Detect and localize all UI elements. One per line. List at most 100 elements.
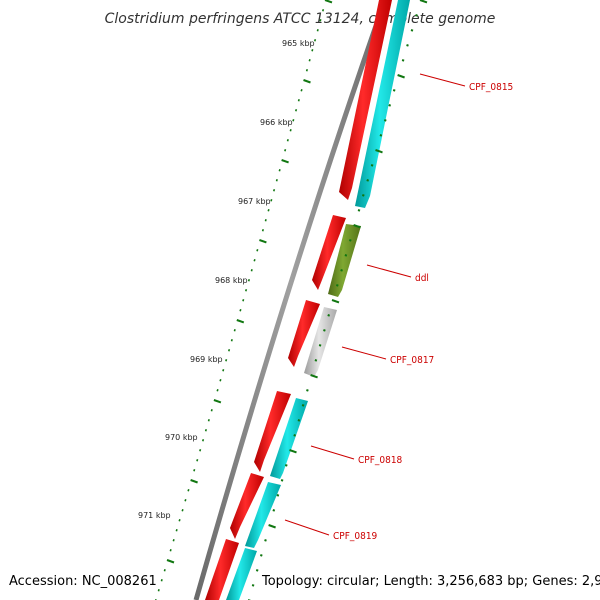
major-tick [190,479,198,484]
major-tick [281,159,289,164]
gene-label-cpf-0817: CPF_0817 [390,355,434,366]
kbp-label: 967 kbp [238,197,271,206]
minor-tick [344,254,348,257]
minor-tick [415,14,418,17]
minor-tick [250,269,253,272]
major-tick [303,79,311,84]
minor-tick [297,419,301,422]
major-tick [289,449,297,454]
minor-tick [244,289,248,292]
minor-tick [392,89,396,92]
kbp-label: 968 kbp [215,276,248,285]
minor-tick [293,434,297,437]
minor-tick [314,359,318,362]
major-tick [259,239,267,244]
minor-tick [239,309,242,312]
kbp-label: 970 kbp [165,433,198,442]
forward-cds-arrow [254,391,291,472]
minor-tick [255,569,259,572]
reverse-cds-arrow [226,548,257,600]
minor-tick [222,369,225,372]
minor-tick [175,529,178,532]
minor-tick [270,199,273,202]
minor-tick [305,69,309,72]
minor-tick [251,584,255,587]
minor-tick [230,339,233,342]
minor-tick [327,314,331,317]
minor-tick [366,179,370,182]
minor-tick [199,449,202,452]
minor-tick [301,404,305,407]
minor-tick [297,99,300,102]
minor-tick [292,119,295,122]
minor-tick [256,249,259,252]
major-tick [353,224,361,229]
accession-text: Accession: NC_008261 [9,574,157,589]
minor-tick [201,439,205,442]
minor-tick [278,169,281,172]
minor-tick [157,589,160,592]
forward-cds-arrow [288,300,320,367]
kbp-label: 971 kbp [138,511,171,520]
minor-tick [340,269,343,272]
minor-tick [275,179,278,182]
minor-tick [318,344,322,347]
minor-tick [227,349,231,352]
major-tick [166,559,175,564]
minor-tick [300,89,303,92]
kbp-label: 966 kbp [260,118,293,127]
minor-tick [247,279,251,282]
minor-tick [335,284,339,287]
major-tick [236,319,245,324]
minor-tick [401,59,405,62]
ddl-cds-arrow [328,224,361,297]
minor-tick [361,194,365,197]
minor-tick [370,164,374,167]
minor-tick [348,239,352,242]
leader-line [310,445,355,460]
minor-tick [388,104,392,107]
major-tick [324,0,333,4]
major-tick [419,0,428,4]
minor-tick [410,29,414,32]
minor-tick [169,549,172,552]
minor-tick [253,259,256,262]
minor-tick [216,389,219,392]
minor-tick [267,209,270,212]
minor-tick [289,129,292,132]
gene-label-cpf-0815: CPF_0815 [469,82,513,93]
minor-tick [184,499,187,502]
major-tick [375,149,383,154]
outer-scale-ticks [248,0,428,600]
gene-labels: CPF_0815 ddl CPF_0817 CPF_0818 CPF_0819 [284,73,513,542]
minor-tick [196,459,199,462]
minor-tick [160,579,163,582]
minor-tick [233,329,236,332]
minor-tick [272,509,276,512]
minor-tick [210,409,213,412]
minor-tick [308,59,311,62]
forward-cds-arrow [339,0,392,200]
kbp-label: 969 kbp [190,355,223,364]
cpf-0817-cds-arrow [304,307,337,377]
minor-tick [383,119,387,122]
minor-tick [261,229,265,232]
minor-tick [294,109,298,112]
topology-text: Topology: circular; Length: 3,256,683 bp… [262,574,600,589]
major-tick [268,524,276,529]
minor-tick [286,139,289,142]
forward-cds-arrow [205,539,239,600]
minor-tick [357,209,361,212]
leader-line [341,346,387,360]
leader-line [366,264,412,278]
minor-tick [280,479,284,482]
minor-tick [181,509,184,512]
minor-tick [276,494,280,497]
minor-tick [207,419,210,422]
forward-cds-arrow [230,473,264,539]
minor-tick [204,429,208,432]
minor-tick [321,9,325,12]
minor-tick [178,519,181,522]
minor-tick [172,539,175,542]
